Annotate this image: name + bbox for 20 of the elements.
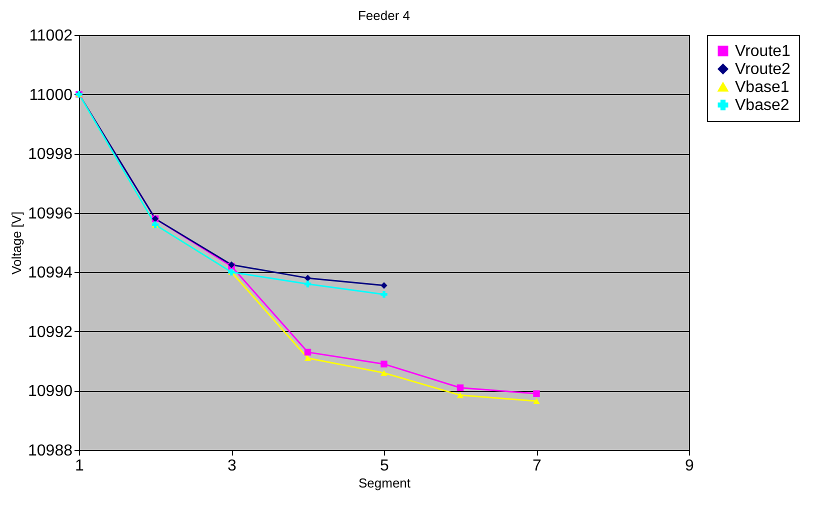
y-tick-label: 10998: [28, 146, 73, 164]
y-tick-label: 10996: [28, 205, 73, 222]
y-tick-label: 10990: [28, 383, 73, 400]
legend-label: Vroute2: [735, 61, 791, 78]
y-tick-label: 10988: [28, 442, 73, 460]
x-tick-label: 7: [532, 458, 542, 474]
x-tick-label: 5: [380, 458, 390, 474]
x-tick-label: 1: [75, 458, 84, 474]
y-tick-label: 11000: [29, 86, 73, 104]
x-tick-label: 3: [228, 458, 237, 474]
y-tick-label: 10992: [28, 324, 73, 341]
y-tick-label: 10994: [28, 264, 73, 282]
legend-label: Vbase2: [735, 97, 790, 114]
legend-label: Vbase1: [735, 79, 790, 96]
chart-title: Feeder 4: [358, 8, 410, 23]
x-tick-label: 9: [685, 458, 694, 474]
y-axis-title: Voltage [V]: [9, 212, 24, 274]
legend-label: Vroute1: [735, 43, 791, 60]
y-tick-label: 11002: [29, 28, 73, 44]
x-axis-title: Segment: [358, 476, 411, 490]
